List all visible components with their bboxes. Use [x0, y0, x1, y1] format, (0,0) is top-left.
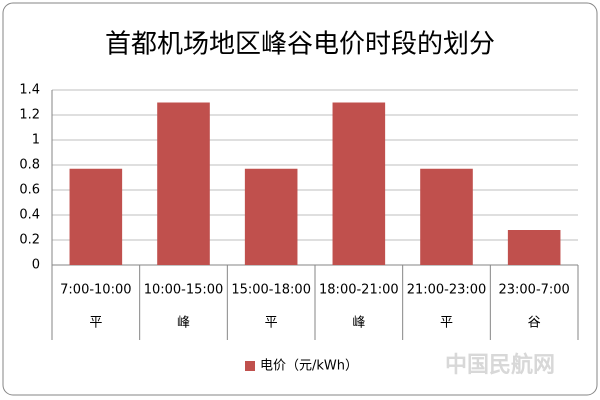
period-label: 平 [440, 316, 453, 331]
bar [507, 230, 561, 265]
period-label: 平 [89, 316, 102, 331]
legend-label: 电价（元/kWh） [260, 359, 358, 374]
y-tick-label: 0.6 [19, 183, 40, 198]
y-tick-label: 1.4 [19, 83, 40, 98]
bar [157, 102, 210, 265]
bar [420, 168, 473, 265]
period-label: 峰 [352, 316, 365, 331]
x-tick-label: 21:00-23:00 [407, 283, 487, 298]
x-tick-label: 15:00-18:00 [231, 283, 311, 298]
x-tick-label: 10:00-15:00 [144, 283, 224, 298]
y-tick-label: 0.4 [19, 208, 40, 223]
y-tick-label: 0 [32, 258, 40, 273]
period-label: 平 [265, 316, 278, 331]
period-label: 谷 [528, 316, 541, 331]
bar [69, 168, 123, 265]
x-tick-label: 7:00-10:00 [60, 283, 131, 298]
y-tick-label: 0.8 [19, 158, 40, 173]
watermark: 中国民航网 [445, 352, 555, 378]
y-tick-label: 0.2 [19, 233, 40, 248]
y-tick-label: 1.2 [19, 108, 40, 123]
legend-swatch [245, 361, 255, 371]
chart-border [2, 2, 598, 396]
period-label: 峰 [177, 316, 190, 331]
y-tick-label: 1 [32, 133, 40, 148]
bar [332, 102, 386, 265]
bar [244, 168, 298, 265]
x-tick-label: 23:00-7:00 [498, 283, 569, 298]
x-tick-label: 18:00-21:00 [319, 283, 399, 298]
chart-title: 首都机场地区峰谷电价时段的划分 [105, 30, 495, 60]
